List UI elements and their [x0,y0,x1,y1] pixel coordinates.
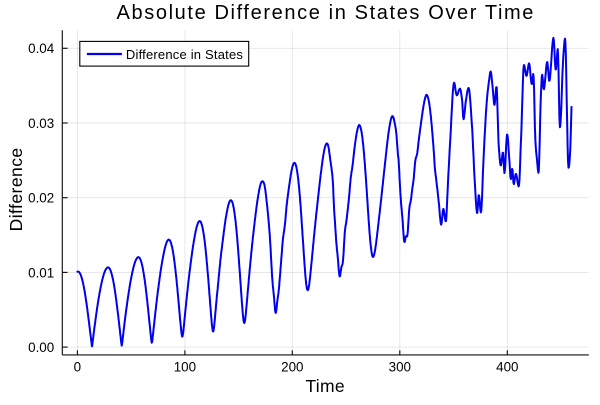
svg-text:300: 300 [389,360,411,375]
svg-text:400: 400 [496,360,518,375]
svg-text:0.01: 0.01 [28,265,54,280]
svg-text:200: 200 [281,360,303,375]
svg-text:Absolute Difference in States: Absolute Difference in States Over Time [117,2,536,24]
svg-text:Time: Time [305,376,344,396]
svg-text:100: 100 [174,360,196,375]
svg-text:0.03: 0.03 [28,116,54,131]
svg-text:0.04: 0.04 [28,41,55,56]
svg-text:Difference in States: Difference in States [126,47,244,62]
svg-text:0.02: 0.02 [28,191,54,206]
svg-text:0.00: 0.00 [28,340,54,355]
svg-text:0: 0 [74,360,81,375]
svg-text:Difference: Difference [6,147,26,231]
